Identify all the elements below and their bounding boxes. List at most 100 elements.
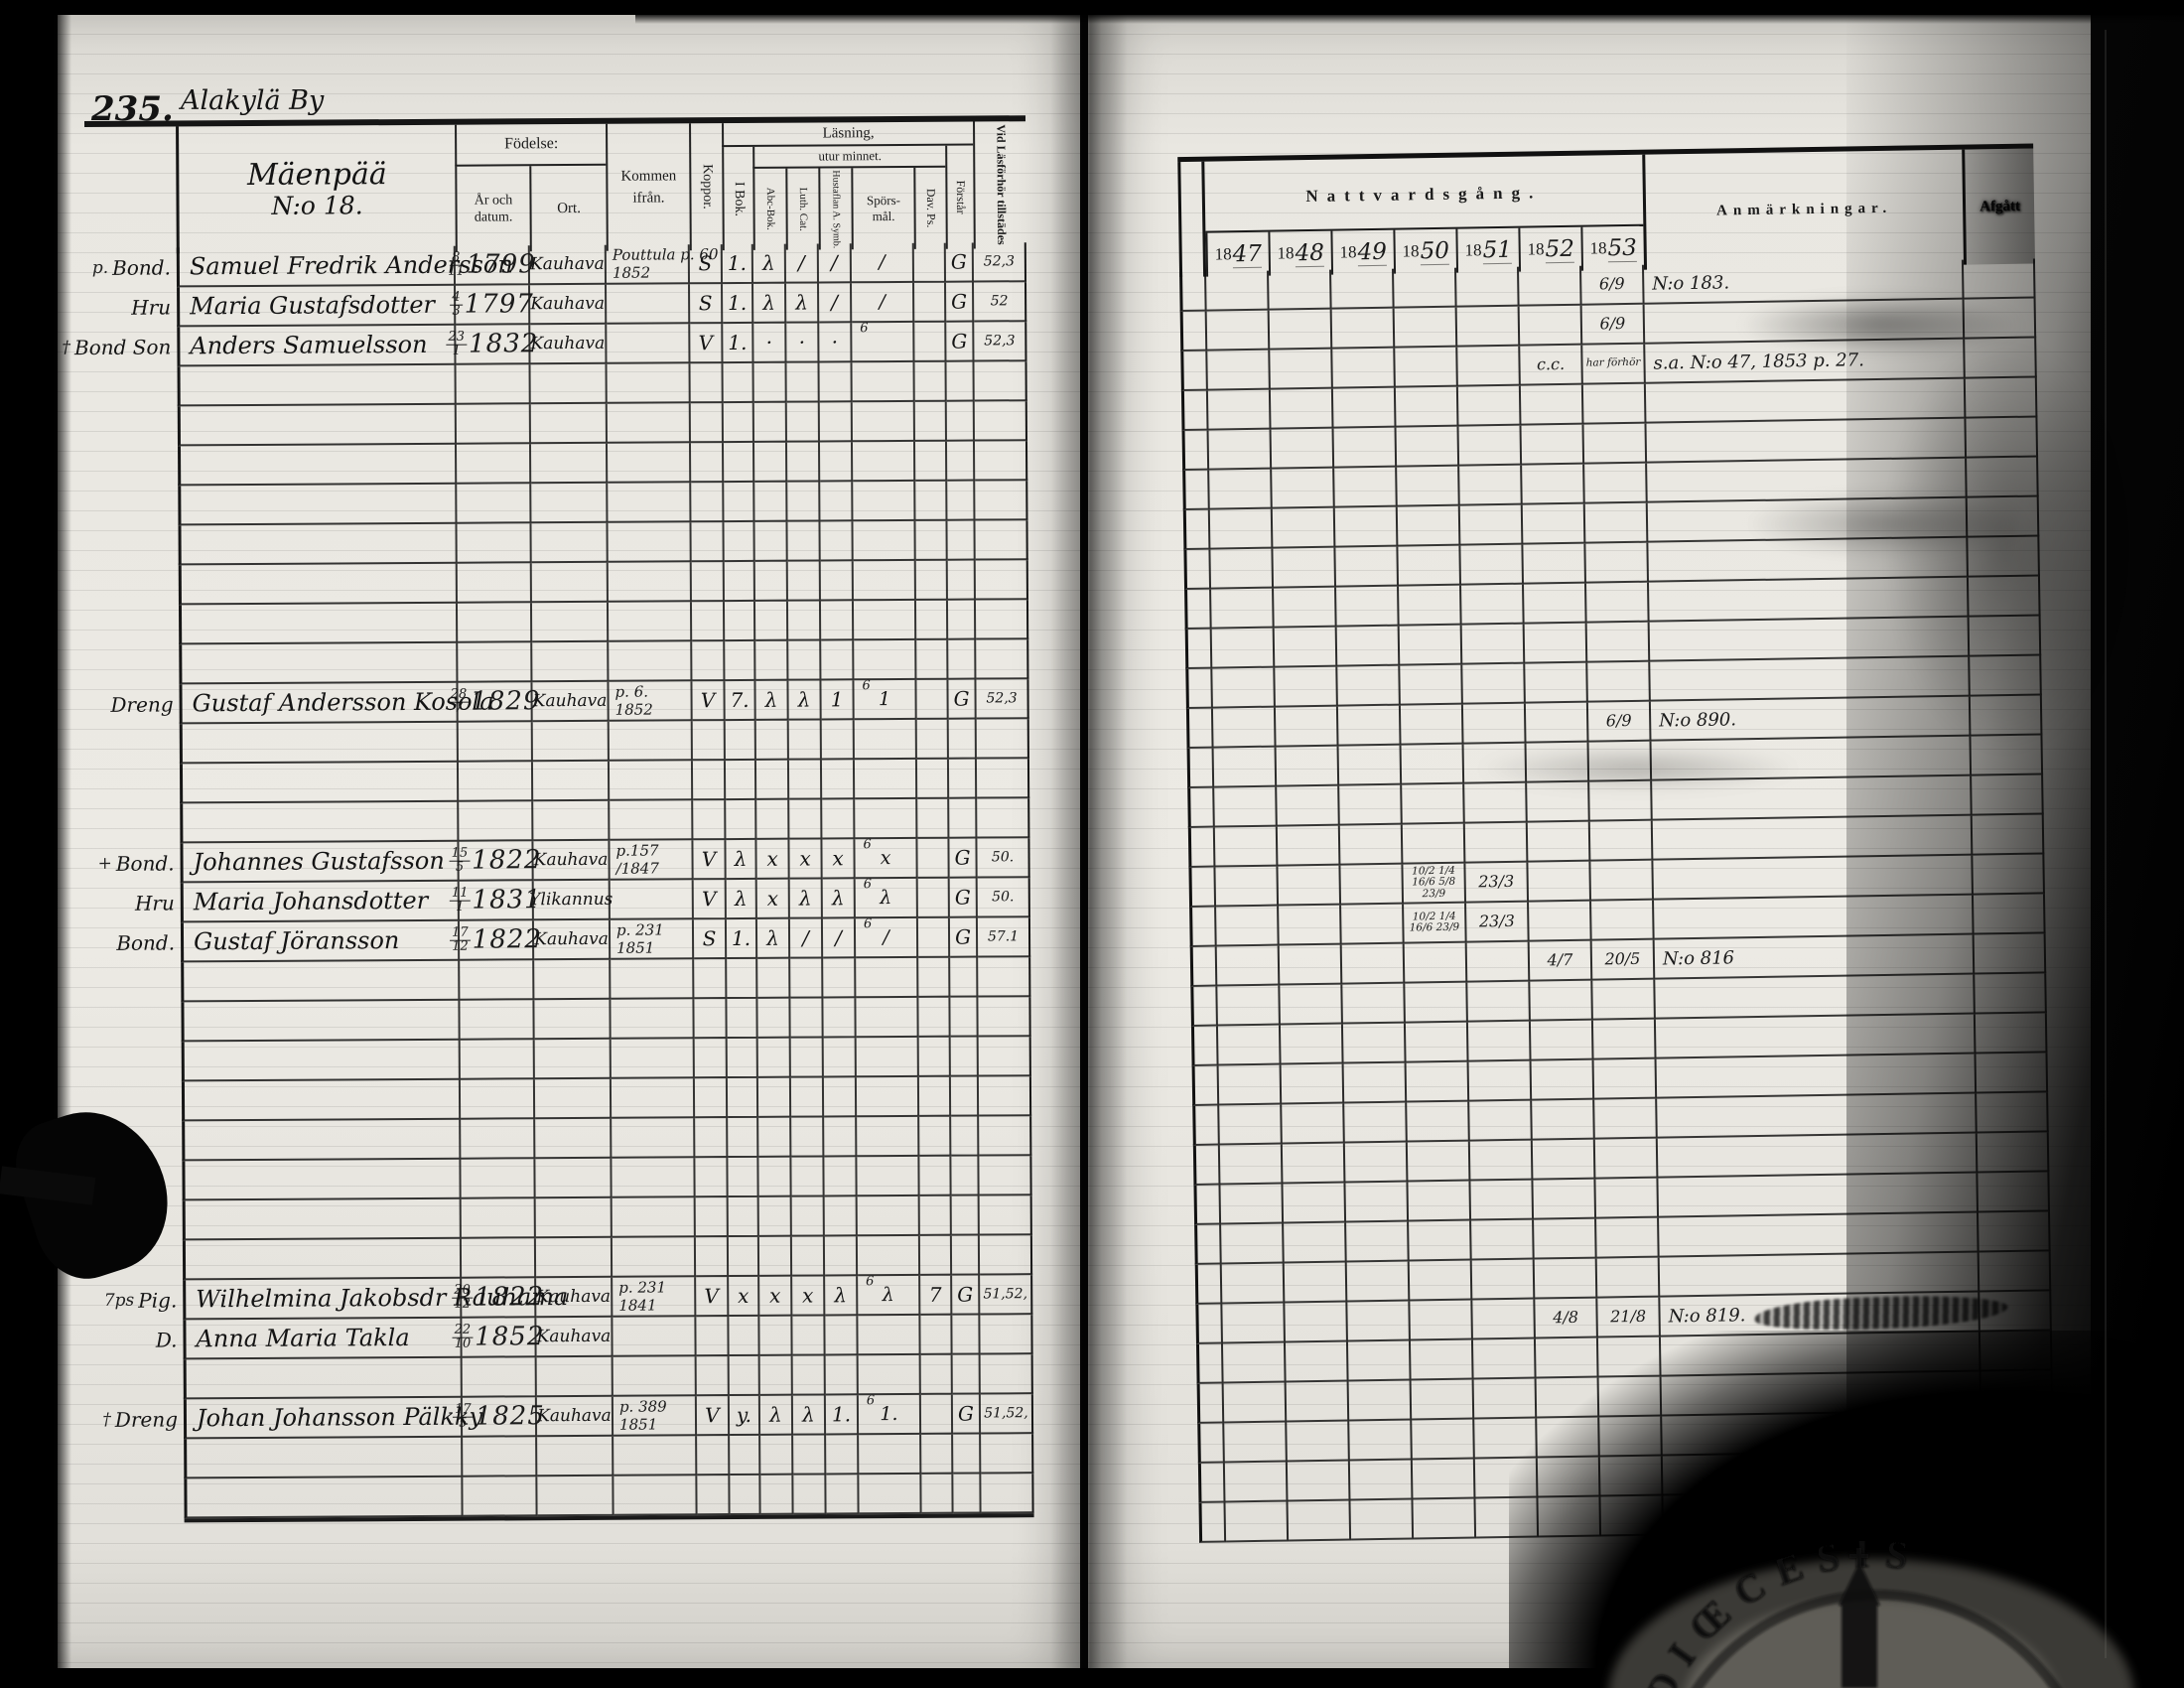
cell-luth [786, 402, 820, 443]
cell-forstar: G [949, 917, 979, 958]
cell-ibok: 7. [725, 680, 756, 722]
cell-dav [914, 401, 947, 442]
cell-afgatt [1980, 1370, 2054, 1412]
header-afgatt: Afgått [1962, 148, 2035, 265]
header-forstar: Förstår [945, 145, 974, 249]
cell-koppor [690, 403, 724, 444]
cell-kommen [611, 1039, 695, 1079]
cell-afgatt [1975, 1013, 2048, 1055]
cell-vid [977, 798, 1030, 839]
cell-anmarkning [1650, 656, 1971, 702]
cell-year-1847 [1214, 826, 1279, 868]
cell-year-1850 [1410, 1339, 1474, 1381]
table-cell: 1852 [612, 263, 651, 282]
header-sporsmal: Spörs-mål. [851, 167, 914, 250]
cell-ibok [728, 1117, 759, 1159]
cell-year-1851 [1473, 1378, 1538, 1420]
cell-name [177, 364, 457, 407]
cell-year-1849 [1338, 745, 1403, 786]
cell-anmarkning [1663, 1490, 1984, 1536]
cell-year-1848 [1285, 1302, 1348, 1343]
cell-vid [978, 1037, 1031, 1077]
cell-date [461, 1198, 536, 1239]
crossed-out-scribble [1754, 1292, 2009, 1334]
cell-kommen [609, 721, 693, 762]
cell-year-1851 [1474, 1418, 1538, 1460]
cell-year-1851 [1472, 1338, 1537, 1380]
cell-anmarkning [1662, 1411, 1982, 1457]
header-vid-lasforhor: Vid Läsförhör tillstädes [973, 121, 1026, 249]
cell-year-1849 [1347, 1301, 1411, 1342]
cell-luth [792, 1355, 826, 1396]
cell-communion-margin [1181, 430, 1210, 472]
cell-spors: 6 1. [858, 1393, 922, 1436]
header-luth-cat: Luth. Cat. [785, 168, 819, 250]
cell-ibok [727, 1077, 759, 1119]
cell-name [178, 523, 458, 566]
table-row [86, 481, 1028, 526]
cell-year-1851 [1462, 663, 1526, 705]
cell-ibok [728, 1236, 760, 1278]
cell-communion-margin [1183, 549, 1212, 591]
cell-afgatt [1970, 695, 2043, 737]
cell-abc [760, 1475, 794, 1515]
cell-year-1850 [1397, 466, 1460, 507]
cell-abc: λ [759, 1395, 794, 1436]
table-row [91, 1196, 1032, 1241]
cell-year-1847 [1216, 906, 1280, 947]
cell-abc [759, 1316, 793, 1356]
cell-vid [979, 1156, 1032, 1196]
cell-ort [534, 959, 612, 1001]
margin-prefix: † [62, 338, 71, 358]
remark-text: N:o 819. [1668, 1304, 1746, 1327]
cell-year-1850 [1401, 744, 1465, 785]
cell-vid: 52,3 [973, 242, 1027, 283]
table-row [87, 560, 1028, 606]
cell-luth [790, 998, 824, 1039]
cell-year-1852: 4/7 [1529, 940, 1593, 982]
cell-kommen [612, 1118, 696, 1159]
cell-luth: / [785, 243, 820, 284]
cell-year-1849 [1345, 1182, 1410, 1223]
cell-year-1852 [1535, 1337, 1599, 1379]
cell-ibok: 1. [723, 283, 754, 325]
cell-year-1850 [1393, 267, 1457, 309]
margin-title: Dreng [114, 1407, 179, 1432]
cell-year-1849 [1343, 1062, 1408, 1104]
farm-number: N:o 18. [271, 191, 363, 220]
cell-year-1853: 6/9 [1587, 701, 1652, 743]
birth-year: 1852 [475, 1322, 545, 1352]
table-row: Bond. Gustaf Jöransson 17 12 1822 Kauhava p. 2… [89, 916, 1031, 963]
cell-year-1849 [1335, 546, 1400, 588]
cell-ort [530, 403, 608, 445]
cell-name [179, 642, 459, 685]
cell-margin [86, 446, 178, 487]
cell-date [463, 1437, 538, 1477]
cell-vid [979, 1235, 1033, 1276]
cell-luth [788, 640, 822, 681]
cell-ort [537, 1436, 614, 1477]
cell-afgatt [1981, 1450, 2055, 1491]
cell-koppor [694, 959, 728, 1000]
communion-date: 23/3 [1478, 911, 1515, 930]
cell-year-1847 [1214, 786, 1278, 828]
cell-dav [915, 600, 949, 640]
cell-spors [857, 1196, 920, 1237]
cell-communion-margin [1180, 390, 1209, 432]
year-printed: 18 [1339, 242, 1357, 262]
cell-abc [757, 1038, 791, 1078]
cell-year-1848 [1277, 785, 1340, 827]
cell-koppor [691, 483, 725, 523]
cell-year-1853 [1585, 542, 1649, 584]
cell-hust [820, 601, 855, 641]
cell-afgatt [1968, 576, 2041, 618]
cell-dav [920, 1394, 954, 1435]
cell-abc [757, 1077, 792, 1118]
cell-spors: 6/ [855, 916, 919, 959]
cell-hust [824, 1196, 858, 1237]
cell-spors [854, 639, 917, 681]
cell-forstar [948, 719, 977, 760]
cell-year-1847 [1219, 1104, 1283, 1146]
margin-title: Bond Son [73, 335, 172, 360]
cell-hust [820, 561, 854, 602]
